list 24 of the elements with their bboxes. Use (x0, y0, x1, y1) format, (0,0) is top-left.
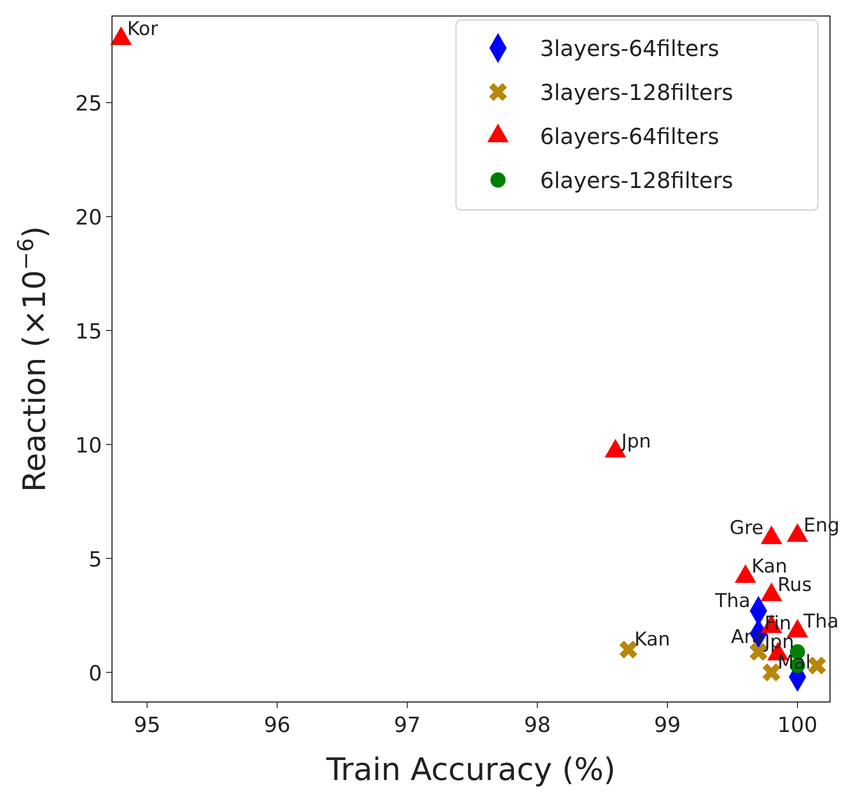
annotation: Mal (777, 651, 811, 674)
annotation: Kan (634, 628, 670, 651)
y-tick-label: 10 (75, 433, 102, 458)
annotation: Kor (127, 18, 158, 40)
x-tick-label: 95 (134, 713, 160, 737)
legend-label: 6layers-64filters (540, 125, 720, 150)
x-tick-label: 100 (777, 713, 818, 737)
y-tick-label: 15 (75, 320, 102, 344)
annotation: Gre (730, 516, 764, 539)
legend-label: 3layers-128filters (540, 81, 734, 106)
legend-label: 3layers-64filters (540, 37, 720, 62)
y-tick-label: 0 (88, 661, 102, 686)
y-tick-label: 5 (88, 547, 102, 572)
annotation: Tha (714, 590, 750, 612)
x-tick-label: 99 (654, 713, 681, 737)
legend-label: 6layers-128filters (540, 169, 734, 194)
annotation: Jpn (620, 430, 652, 452)
x-tick-label: 96 (264, 713, 291, 737)
x-tick-label: 97 (394, 713, 421, 737)
x-tick-label: 98 (524, 713, 551, 737)
y-tick-label: 25 (75, 92, 102, 116)
y-tick-label: 20 (75, 206, 102, 230)
annotation: Jpn (763, 630, 794, 653)
x-axis-title: Train Accuracy (%) (325, 752, 616, 788)
